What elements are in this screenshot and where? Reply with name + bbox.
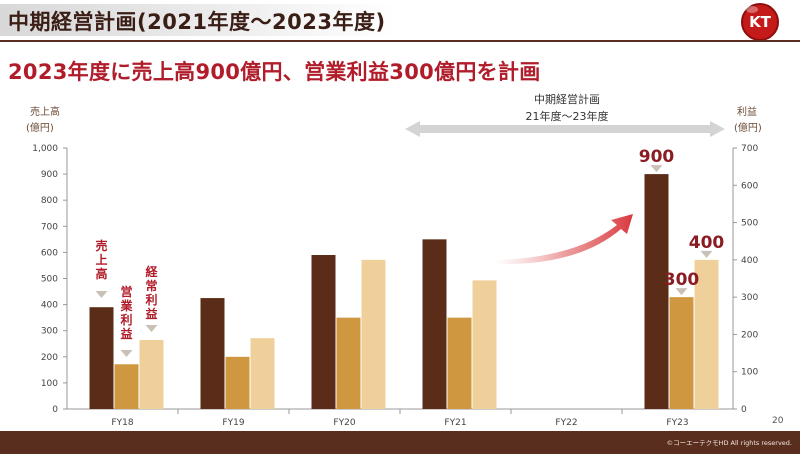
category-label: FY18 — [111, 418, 133, 428]
plan-label-line2: 21年度～23年度 — [526, 109, 609, 123]
category-label: FY22 — [555, 418, 577, 428]
right-tick-label: 100 — [741, 368, 758, 378]
legend-label-operating-profit-char: 利 — [120, 312, 132, 327]
bar — [311, 255, 336, 409]
left-tick-label: 300 — [41, 327, 58, 337]
left-tick-label: 800 — [41, 196, 58, 206]
category-label: FY20 — [333, 418, 355, 428]
bar — [644, 174, 669, 409]
bar — [422, 239, 447, 409]
right-tick-label: 200 — [741, 330, 758, 340]
category-label: FY23 — [666, 418, 688, 428]
header-divider — [0, 40, 800, 42]
bar — [114, 364, 139, 409]
header: 中期経営計画(2021年度～2023年度) KT — [0, 0, 800, 44]
legend-label-ordinary-profit-char: 経 — [145, 264, 158, 279]
bar-chart: 0 100 200 300 400 500 600 700 800 900 1,000 0 100 200… — [26, 92, 762, 428]
legend-pointer-ordinary-profit — [145, 325, 158, 332]
right-tick-label: 400 — [741, 256, 758, 266]
left-tick-label: 500 — [41, 275, 58, 285]
page-title: 中期経営計画(2021年度～2023年度) — [8, 10, 386, 34]
plan-range-arrow — [405, 121, 725, 137]
legend-label-sales-char: 上 — [95, 252, 107, 267]
legend-label-ordinary-profit-char: 常 — [145, 278, 157, 293]
legend-label-ordinary-profit-char: 益 — [145, 306, 157, 321]
category-label: FY19 — [222, 418, 244, 428]
bar — [669, 297, 694, 409]
left-tick-label: 900 — [41, 170, 58, 180]
legend-pointer-operating-profit — [120, 350, 133, 357]
title-band — [0, 4, 395, 36]
growth-arrow — [495, 214, 633, 265]
bar — [250, 338, 275, 409]
left-tick-label: 600 — [41, 248, 58, 258]
legend-label-operating-profit-char: 営 — [120, 284, 132, 299]
legend-label-sales-char: 高 — [95, 266, 107, 281]
bar — [336, 317, 361, 409]
target-pointer-sales — [650, 165, 663, 173]
category-label: FY21 — [444, 418, 466, 428]
bar — [200, 298, 225, 409]
page-number: 20 — [772, 416, 784, 426]
right-tick-label: 0 — [741, 405, 747, 415]
left-axis-title: 売上高 — [30, 105, 60, 118]
left-tick-label: 1,000 — [32, 144, 58, 154]
right-tick-label: 700 — [741, 144, 758, 154]
legend-label-operating-profit: 営業利益 — [119, 284, 133, 341]
company-logo: KT — [741, 3, 779, 41]
plan-label-line1: 中期経営計画 — [534, 92, 600, 106]
target-pointer-operating-profit — [675, 288, 688, 296]
bar — [89, 307, 114, 409]
target-label-ordinary-profit: 400 — [689, 233, 725, 253]
headline: 2023年度に売上高900億円、営業利益300億円を計画 — [8, 60, 541, 84]
bar — [694, 259, 719, 409]
legend-label-sales-char: 売 — [95, 238, 107, 253]
bar — [225, 356, 250, 409]
left-tick-label: 200 — [41, 353, 58, 363]
left-axis-unit: (億円) — [26, 121, 54, 134]
left-tick-label: 700 — [41, 222, 58, 232]
legend-label-sales: 売上高 — [95, 238, 107, 281]
target-label-sales: 900 — [639, 147, 675, 167]
target-label-operating-profit: 300 — [664, 270, 700, 290]
target-pointer-ordinary-profit — [700, 250, 713, 258]
bar — [139, 340, 164, 409]
legend-pointer-sales — [95, 291, 108, 298]
right-tick-label: 300 — [741, 293, 758, 303]
logo-highlight — [746, 6, 758, 13]
legend-label-ordinary-profit-char: 利 — [145, 292, 157, 307]
left-tick-label: 0 — [52, 405, 58, 415]
right-axis-title: 利益 — [737, 105, 757, 118]
legend-label-operating-profit-char: 益 — [120, 326, 132, 341]
bar — [472, 280, 497, 409]
left-tick-label: 100 — [41, 379, 58, 389]
copyright: ©コーエーテクモHD All rights reserved. — [666, 439, 792, 447]
right-axis-unit: (億円) — [734, 121, 762, 134]
right-tick-label: 500 — [741, 219, 758, 229]
bar — [447, 317, 472, 409]
bar — [361, 259, 386, 409]
footer-band — [0, 431, 800, 454]
legend-label-operating-profit-char: 業 — [119, 298, 133, 313]
left-tick-label: 400 — [41, 301, 58, 311]
right-tick-label: 600 — [741, 181, 758, 191]
